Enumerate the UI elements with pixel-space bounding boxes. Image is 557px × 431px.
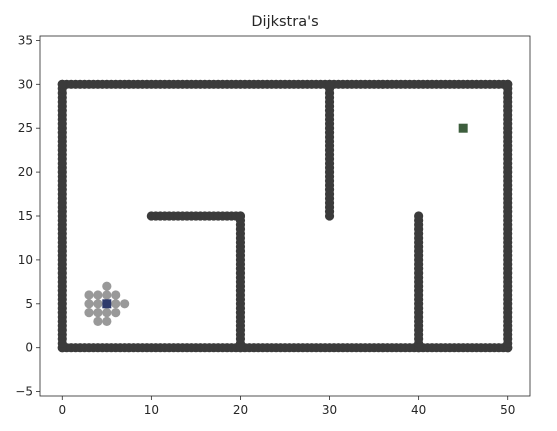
y-tick-label-6: 25 xyxy=(18,121,33,135)
visited-point-5 xyxy=(84,299,94,309)
obstacle-point-6-30 xyxy=(324,79,335,89)
x-tick-label-2: 20 xyxy=(233,403,248,417)
visited-point-13 xyxy=(93,316,103,326)
goal-marker xyxy=(458,123,468,133)
visited-point-6 xyxy=(93,299,103,309)
visited-point-10 xyxy=(93,307,103,318)
y-tick-label-7: 30 xyxy=(18,77,33,91)
visited-point-2 xyxy=(93,290,103,300)
x-tick-label-3: 30 xyxy=(322,403,337,417)
visited-point-1 xyxy=(84,290,94,300)
obstacle-point-5-30 xyxy=(235,211,246,221)
obstacle-point-2-60 xyxy=(57,79,67,89)
chart-title: Dijkstra's xyxy=(251,14,318,30)
y-tick-label-5: 20 xyxy=(18,165,33,179)
plot-area: 0 10 20 30 40 50 −5 0 5 10 15 20 25 30 35 xyxy=(15,33,531,417)
y-tick-label-1: 0 xyxy=(25,341,33,355)
x-tick-label-0: 0 xyxy=(58,403,66,417)
x-tick-label-5: 50 xyxy=(500,403,515,417)
y-tick-label-0: −5 xyxy=(15,385,33,399)
obstacle-point-7-30 xyxy=(414,211,424,221)
x-tick-label-1: 10 xyxy=(144,403,159,417)
y-tick-label-4: 15 xyxy=(18,209,33,223)
y-tick-label-8: 35 xyxy=(18,33,33,47)
start-marker xyxy=(102,299,112,309)
visited-point-3 xyxy=(102,290,112,300)
y-tick-label-2: 5 xyxy=(25,297,33,311)
visited-point-8 xyxy=(120,299,130,309)
visited-point-4 xyxy=(111,290,121,300)
visited-point-7 xyxy=(111,299,121,309)
visited-point-14 xyxy=(102,316,112,326)
visited-point-9 xyxy=(84,307,94,318)
visited-point-11 xyxy=(102,307,112,318)
x-tick-label-4: 40 xyxy=(411,403,426,417)
obstacle-point-3-60 xyxy=(503,79,513,89)
visited-point-12 xyxy=(111,307,121,318)
visited-point-0 xyxy=(102,281,112,291)
y-tick-label-3: 10 xyxy=(18,253,33,267)
